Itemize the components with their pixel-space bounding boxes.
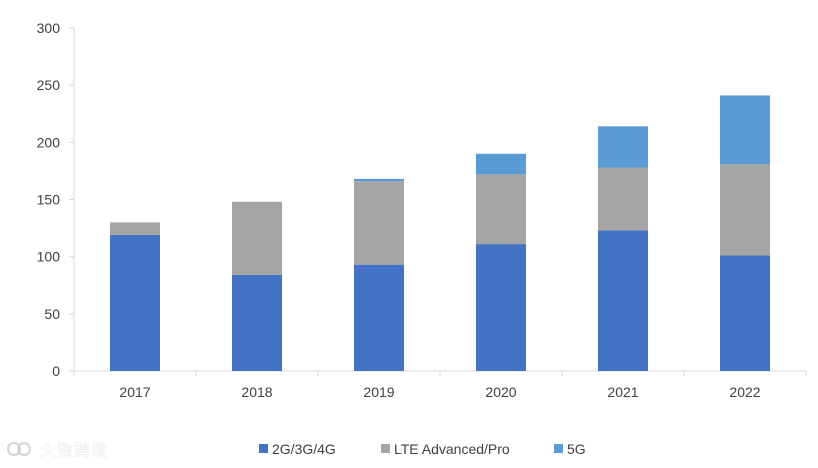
bar-segment (110, 234, 160, 371)
bar-segment (720, 255, 770, 371)
y-tick-label: 100 (37, 249, 61, 265)
x-axis: 2017 2018 2019 2020 2021 2022 (73, 370, 807, 400)
bar-segment (476, 174, 526, 245)
x-category-label: 2020 (485, 384, 516, 400)
legend: 2G/3G/4G LTE Advanced/Pro 5G (259, 441, 586, 457)
bar-segment (598, 167, 648, 231)
y-tick-label: 50 (44, 306, 60, 322)
legend-label: 5G (567, 441, 586, 457)
bar-segment (720, 95, 770, 165)
bar-segment (354, 178, 404, 182)
x-category-label: 2017 (119, 384, 150, 400)
y-tick-label: 200 (37, 134, 61, 150)
legend-label: 2G/3G/4G (272, 441, 336, 457)
bar-segment (476, 153, 526, 175)
y-tick-label: 300 (37, 20, 61, 36)
watermark-logo-icon (7, 442, 31, 456)
legend-label: LTE Advanced/Pro (394, 441, 510, 457)
x-category-label: 2022 (729, 384, 760, 400)
legend-swatch (259, 444, 268, 453)
bar-segment (598, 126, 648, 168)
bar-segment (598, 230, 648, 371)
bar-segment (354, 181, 404, 265)
x-category-label: 2019 (363, 384, 394, 400)
bar-segment (110, 222, 160, 235)
y-tick-label: 150 (37, 192, 61, 208)
bar-segment (720, 164, 770, 256)
legend-swatch (381, 444, 390, 453)
x-category-label: 2018 (241, 384, 272, 400)
x-category-label: 2021 (607, 384, 638, 400)
watermark-text: 大数跨境 (40, 441, 109, 460)
bar-segment (476, 244, 526, 371)
bar-segment (232, 201, 282, 275)
bar-segment (232, 274, 282, 371)
bar-segment (354, 264, 404, 371)
y-axis: 0 50 100 150 200 250 300 (37, 20, 75, 379)
watermark: 大数跨境 (6, 437, 108, 461)
bars (110, 95, 770, 371)
y-tick-label: 250 (37, 77, 61, 93)
legend-swatch (554, 444, 563, 453)
y-tick-label: 0 (52, 363, 60, 379)
